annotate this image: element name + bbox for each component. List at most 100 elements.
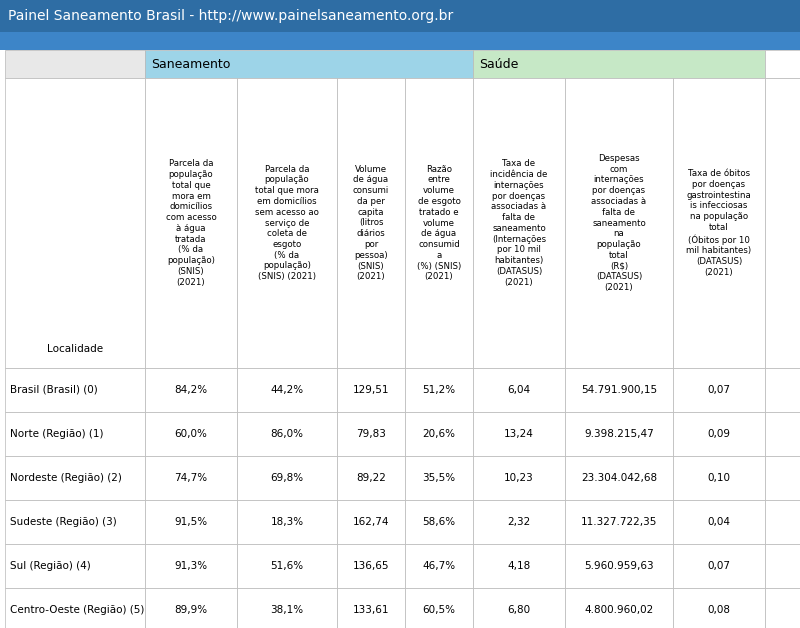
- Text: Sul (Região) (4): Sul (Região) (4): [10, 561, 90, 571]
- Bar: [405, 500, 473, 544]
- Bar: [673, 544, 765, 588]
- Bar: [5, 368, 145, 412]
- Bar: [673, 368, 765, 412]
- Bar: [765, 368, 800, 412]
- Text: Norte (Região) (1): Norte (Região) (1): [10, 429, 103, 439]
- Bar: [473, 368, 565, 412]
- Bar: [5, 500, 145, 544]
- Bar: [145, 50, 473, 78]
- Bar: [0, 32, 800, 50]
- Text: Parcela da
população
total que mora
em domicílios
sem acesso ao
serviço de
colet: Parcela da população total que mora em d…: [255, 165, 319, 281]
- Text: 0,07: 0,07: [707, 385, 730, 395]
- Text: Centro-Oeste (Região) (5): Centro-Oeste (Região) (5): [10, 605, 144, 615]
- Text: 162,74: 162,74: [353, 517, 390, 527]
- Bar: [5, 78, 145, 368]
- Text: 0,04: 0,04: [707, 517, 730, 527]
- Text: 51,6%: 51,6%: [270, 561, 303, 571]
- Text: Taxa de
incidência de
internações
por doenças
associadas à
falta de
saneamento
(: Taxa de incidência de internações por do…: [490, 160, 548, 286]
- Bar: [145, 544, 237, 588]
- Text: 91,5%: 91,5%: [174, 517, 207, 527]
- Bar: [765, 78, 800, 368]
- Text: 4,18: 4,18: [507, 561, 530, 571]
- Bar: [145, 456, 237, 500]
- Bar: [237, 412, 337, 456]
- Bar: [0, 0, 800, 32]
- Bar: [405, 78, 473, 368]
- Text: 20,6%: 20,6%: [422, 429, 455, 439]
- Text: 44,2%: 44,2%: [270, 385, 303, 395]
- Text: 35,5%: 35,5%: [422, 473, 455, 483]
- Text: 129,51: 129,51: [353, 385, 390, 395]
- Bar: [473, 412, 565, 456]
- Text: 2,32: 2,32: [507, 517, 530, 527]
- Bar: [765, 544, 800, 588]
- Bar: [473, 456, 565, 500]
- Bar: [565, 412, 673, 456]
- Text: 13,24: 13,24: [504, 429, 534, 439]
- Text: 0,07: 0,07: [707, 561, 730, 571]
- Bar: [145, 412, 237, 456]
- Text: 84,2%: 84,2%: [174, 385, 207, 395]
- Bar: [765, 456, 800, 500]
- Bar: [337, 412, 405, 456]
- Bar: [145, 588, 237, 628]
- Text: 54.791.900,15: 54.791.900,15: [581, 385, 657, 395]
- Text: Taxa de óbitos
por doenças
gastrointestina
is infecciosas
na população
total
(Ób: Taxa de óbitos por doenças gastrointesti…: [686, 169, 751, 277]
- Bar: [145, 78, 237, 368]
- Text: 91,3%: 91,3%: [174, 561, 207, 571]
- Bar: [405, 456, 473, 500]
- Text: Sudeste (Região) (3): Sudeste (Região) (3): [10, 517, 117, 527]
- Bar: [337, 368, 405, 412]
- Text: Despesas
com
internações
por doenças
associadas à
falta de
saneamento
na
populaç: Despesas com internações por doenças ass…: [591, 154, 646, 292]
- Text: 6,80: 6,80: [507, 605, 530, 615]
- Bar: [765, 588, 800, 628]
- Text: 9.398.215,47: 9.398.215,47: [584, 429, 654, 439]
- Bar: [337, 78, 405, 368]
- Text: Parcela da
população
total que
mora em
domicílios
com acesso
à água
tratada
(% d: Parcela da população total que mora em d…: [166, 160, 216, 286]
- Bar: [5, 544, 145, 588]
- Bar: [405, 544, 473, 588]
- Text: 133,61: 133,61: [353, 605, 390, 615]
- Text: 89,22: 89,22: [356, 473, 386, 483]
- Text: 23.304.042,68: 23.304.042,68: [581, 473, 657, 483]
- Text: 46,7%: 46,7%: [422, 561, 455, 571]
- Bar: [565, 500, 673, 544]
- Text: 74,7%: 74,7%: [174, 473, 207, 483]
- Text: 0,08: 0,08: [707, 605, 730, 615]
- Bar: [565, 78, 673, 368]
- Text: 86,0%: 86,0%: [270, 429, 303, 439]
- Bar: [565, 368, 673, 412]
- Bar: [473, 500, 565, 544]
- Text: 10,23: 10,23: [504, 473, 534, 483]
- Bar: [673, 78, 765, 368]
- Bar: [765, 500, 800, 544]
- Bar: [673, 456, 765, 500]
- Text: 51,2%: 51,2%: [422, 385, 455, 395]
- Text: 4.800.960,02: 4.800.960,02: [584, 605, 654, 615]
- Text: 69,8%: 69,8%: [270, 473, 303, 483]
- Bar: [473, 78, 565, 368]
- Bar: [5, 456, 145, 500]
- Bar: [145, 368, 237, 412]
- Bar: [765, 412, 800, 456]
- Text: 0,10: 0,10: [707, 473, 730, 483]
- Text: Localidade: Localidade: [47, 344, 103, 354]
- Text: 0,09: 0,09: [707, 429, 730, 439]
- Bar: [405, 368, 473, 412]
- Text: 136,65: 136,65: [353, 561, 390, 571]
- Bar: [673, 412, 765, 456]
- Text: Volume
de água
consumi
da per
capita
(litros
diários
por
pessoa)
(SNIS)
(2021): Volume de água consumi da per capita (li…: [353, 165, 389, 281]
- Bar: [405, 588, 473, 628]
- Bar: [473, 544, 565, 588]
- Bar: [237, 588, 337, 628]
- Bar: [237, 456, 337, 500]
- Bar: [237, 500, 337, 544]
- Text: Saneamento: Saneamento: [151, 58, 230, 70]
- Bar: [5, 50, 145, 78]
- Bar: [473, 50, 765, 78]
- Bar: [5, 588, 145, 628]
- Bar: [565, 456, 673, 500]
- Text: 89,9%: 89,9%: [174, 605, 207, 615]
- Text: 5.960.959,63: 5.960.959,63: [584, 561, 654, 571]
- Text: 38,1%: 38,1%: [270, 605, 303, 615]
